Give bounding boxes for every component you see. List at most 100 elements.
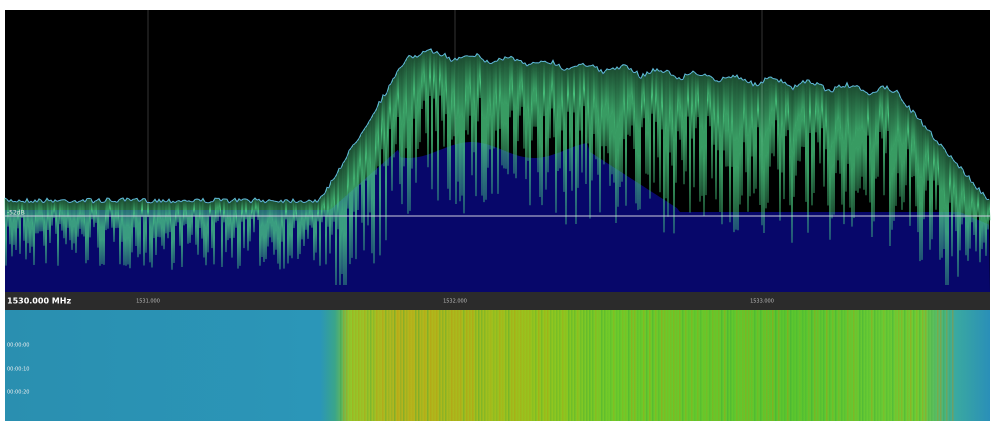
waterfall-stripe (829, 310, 831, 421)
waterfall-stripe (433, 310, 435, 421)
waterfall-stripe (631, 310, 633, 421)
waterfall-stripe (496, 310, 498, 421)
waterfall-stripe (826, 310, 828, 421)
waterfall-stripe (784, 310, 786, 421)
waterfall-stripe (367, 310, 369, 421)
waterfall-stripe (379, 310, 381, 421)
waterfall-stripe (466, 310, 468, 421)
waterfall-stripe (520, 310, 522, 421)
waterfall-stripe (415, 310, 417, 421)
waterfall-stripe (532, 310, 534, 421)
waterfall-stripe (916, 310, 918, 421)
waterfall-stripe (700, 310, 702, 421)
waterfall-stripe (835, 310, 837, 421)
waterfall-stripe (697, 310, 699, 421)
waterfall-stripe (478, 310, 480, 421)
waterfall-stripe (445, 310, 447, 421)
waterfall-stripe (514, 310, 516, 421)
waterfall-stripe (508, 310, 510, 421)
waterfall-stripe (451, 310, 453, 421)
waterfall-stripe (790, 310, 792, 421)
waterfall-stripe (583, 310, 585, 421)
waterfall-stripe (523, 310, 525, 421)
waterfall-stripe (568, 310, 570, 421)
waterfall-stripe (889, 310, 891, 421)
waterfall-stripe (424, 310, 426, 421)
waterfall-stripe (625, 310, 627, 421)
waterfall-stripe (748, 310, 750, 421)
waterfall-stripe (676, 310, 678, 421)
waterfall-stripe (376, 310, 378, 421)
waterfall-stripe (484, 310, 486, 421)
waterfall-stripe (565, 310, 567, 421)
waterfall-stripe (400, 310, 402, 421)
waterfall-stripe (868, 310, 870, 421)
waterfall-stripe (571, 310, 573, 421)
waterfall-stripe (505, 310, 507, 421)
waterfall-stripe (712, 310, 714, 421)
waterfall-stripe (934, 310, 936, 421)
waterfall-stripe (658, 310, 660, 421)
waterfall-stripe (799, 310, 801, 421)
waterfall-stripe (706, 310, 708, 421)
waterfall-stripe (646, 310, 648, 421)
waterfall-stripe (904, 310, 906, 421)
waterfall-stripe (874, 310, 876, 421)
waterfall-stripe (580, 310, 582, 421)
waterfall-stripe (853, 310, 855, 421)
waterfall-stripe (709, 310, 711, 421)
waterfall-stripe (493, 310, 495, 421)
waterfall-stripe (667, 310, 669, 421)
waterfall-stripe (499, 310, 501, 421)
waterfall-stripe (745, 310, 747, 421)
waterfall-stripe (553, 310, 555, 421)
waterfall-stripe (529, 310, 531, 421)
waterfall-stripe (823, 310, 825, 421)
waterfall-stripe (820, 310, 822, 421)
waterfall-stripe (952, 310, 954, 421)
waterfall-stripe (349, 310, 351, 421)
waterfall-stripe (361, 310, 363, 421)
waterfall-stripe (649, 310, 651, 421)
waterfall-stripe (682, 310, 684, 421)
time-label: 00:00:00 (7, 343, 29, 349)
waterfall-stripe (373, 310, 375, 421)
waterfall-stripe (538, 310, 540, 421)
waterfall-stripe (880, 310, 882, 421)
waterfall-stripe (412, 310, 414, 421)
waterfall-stripe (601, 310, 603, 421)
waterfall (5, 310, 990, 421)
waterfall-stripe (457, 310, 459, 421)
waterfall-stripe (736, 310, 738, 421)
waterfall-stripe (877, 310, 879, 421)
waterfall-stripe (949, 310, 951, 421)
waterfall-stripe (556, 310, 558, 421)
spectrum-fill (5, 142, 990, 292)
waterfall-stripe (808, 310, 810, 421)
waterfall-stripe (469, 310, 471, 421)
waterfall-stripe (886, 310, 888, 421)
waterfall-stripe (598, 310, 600, 421)
waterfall-stripe (859, 310, 861, 421)
waterfall-stripe (619, 310, 621, 421)
waterfall-stripe (742, 310, 744, 421)
waterfall-stripe (847, 310, 849, 421)
waterfall-stripe (718, 310, 720, 421)
waterfall-stripe (946, 310, 948, 421)
waterfall-stripe (430, 310, 432, 421)
spectrum-peak (4, 48, 990, 204)
waterfall-stripe (442, 310, 444, 421)
waterfall-stripe (517, 310, 519, 421)
waterfall-stripe (724, 310, 726, 421)
waterfall-stripe (547, 310, 549, 421)
waterfall-stripe (910, 310, 912, 421)
waterfall-stripe (391, 310, 393, 421)
waterfall-stripe (610, 310, 612, 421)
waterfall-stripe (643, 310, 645, 421)
waterfall-stripe (421, 310, 423, 421)
waterfall-stripe (940, 310, 942, 421)
waterfall-stripe (640, 310, 642, 421)
waterfall-stripe (664, 310, 666, 421)
waterfall-stripe (652, 310, 654, 421)
waterfall-stripe (472, 310, 474, 421)
